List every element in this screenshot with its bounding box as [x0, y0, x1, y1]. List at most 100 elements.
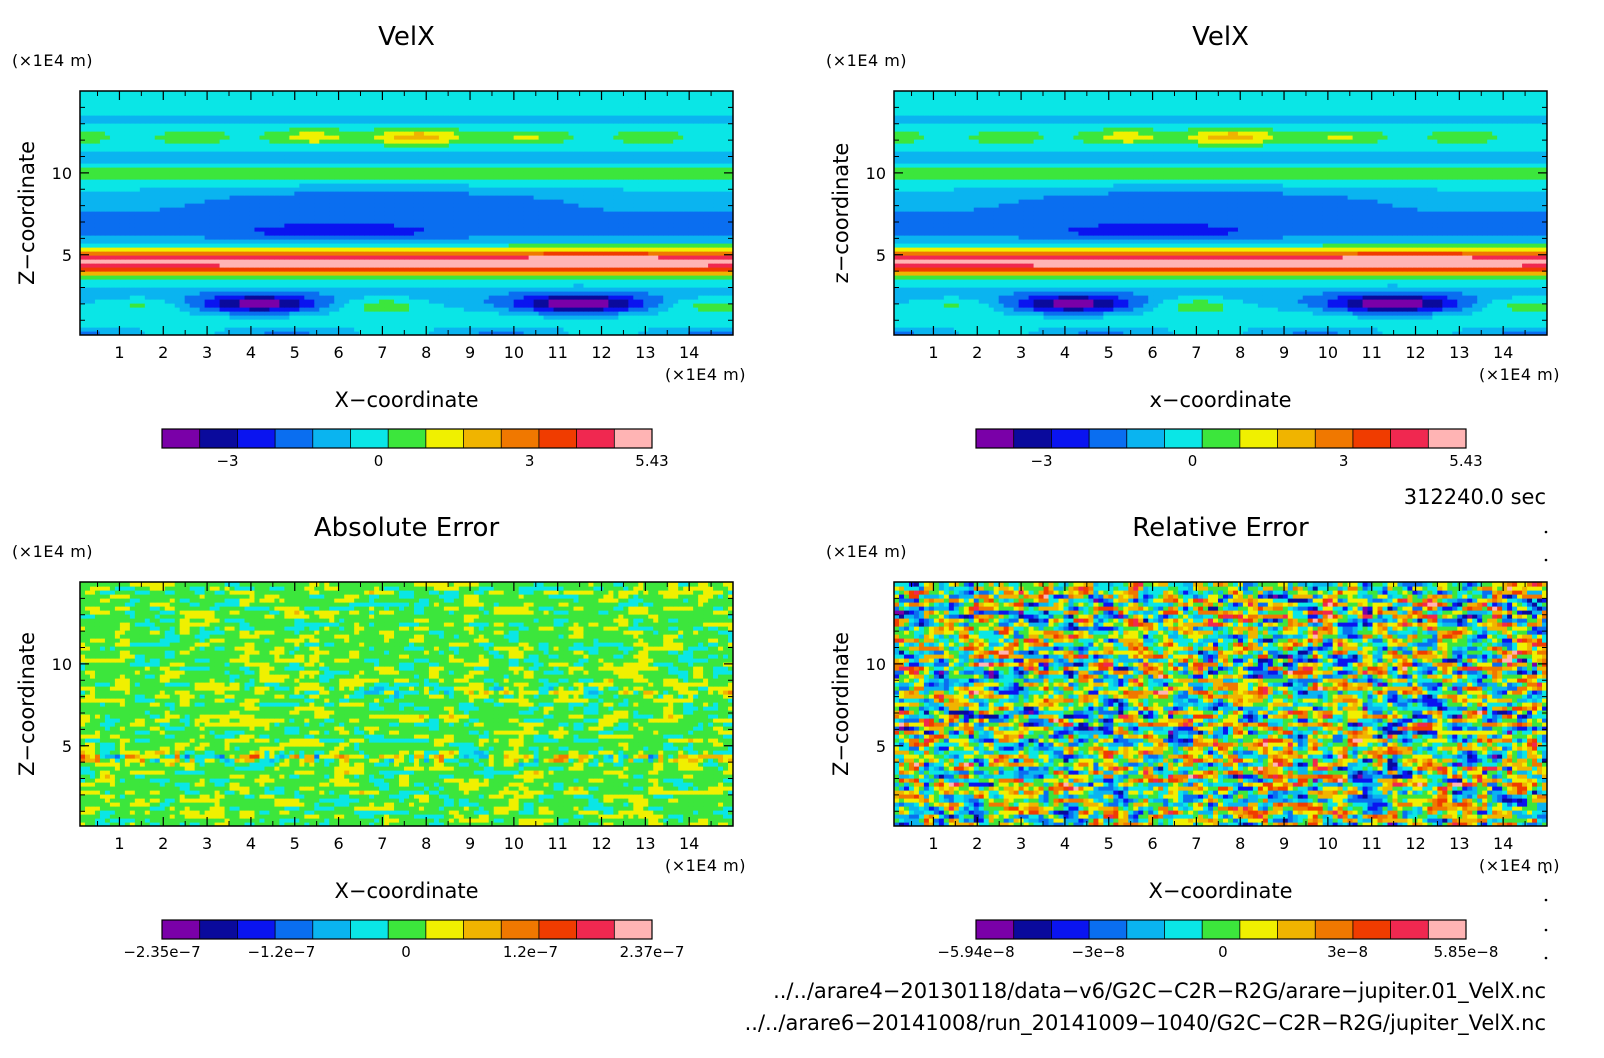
heatmap-cell [408, 287, 415, 292]
heatmap-cell [653, 259, 659, 264]
heatmap-cell [209, 183, 216, 188]
heatmap-cell [548, 203, 555, 208]
heatmap-cell [319, 199, 325, 204]
heatmap-cell [703, 331, 709, 335]
heatmap-cell [334, 263, 340, 268]
heatmap-cell [593, 239, 600, 244]
heatmap-cell [104, 259, 111, 264]
heatmap-cell [169, 223, 176, 228]
heatmap-cell [683, 307, 689, 312]
heatmap-cell [573, 263, 580, 268]
heatmap-cell [698, 263, 704, 268]
heatmap-cell [418, 231, 425, 236]
heatmap-cell [134, 191, 141, 196]
heatmap-cell [294, 223, 300, 228]
heatmap-cell [364, 323, 370, 328]
heatmap-cell [418, 243, 425, 248]
heatmap-cell [533, 283, 540, 288]
heatmap-cell [578, 319, 585, 324]
heatmap-cell [708, 279, 714, 284]
heatmap-cell [573, 331, 580, 335]
heatmap-cell [169, 243, 176, 248]
heatmap-cell [224, 279, 231, 284]
heatmap-cell [344, 203, 350, 208]
heatmap-cell [473, 295, 480, 300]
heatmap-cell [324, 187, 330, 192]
heatmap-cell [80, 311, 86, 316]
heatmap-cell [553, 211, 560, 216]
heatmap-cell [259, 315, 266, 320]
heatmap-cell [693, 239, 699, 244]
heatmap-cell [418, 283, 425, 288]
heatmap-cell [543, 227, 550, 232]
heatmap-cell [149, 323, 156, 328]
heatmap-cell [244, 299, 251, 304]
heatmap-cell [339, 299, 345, 304]
heatmap-cell [553, 295, 560, 300]
heatmap-cell [558, 303, 565, 308]
heatmap-cell [304, 187, 310, 192]
heatmap-cell [324, 287, 330, 292]
heatmap-cell [603, 327, 609, 332]
heatmap-cell [329, 251, 335, 256]
heatmap-cell [99, 247, 106, 252]
heatmap-cell [698, 243, 704, 248]
heatmap-cell [418, 203, 425, 208]
heatmap-cell [713, 235, 719, 240]
heatmap-cell [418, 215, 425, 220]
heatmap-cell [289, 299, 295, 304]
heatmap-cell [264, 243, 271, 248]
heatmap-cell [523, 271, 530, 276]
heatmap-cell [224, 327, 231, 332]
heatmap-cell [264, 267, 271, 272]
heatmap-cell [249, 243, 256, 248]
heatmap-cell [114, 223, 121, 228]
heatmap-cell [608, 191, 614, 196]
heatmap-cell [433, 327, 440, 332]
heatmap-cell [693, 255, 699, 260]
heatmap-cell [264, 307, 271, 312]
heatmap-cell [408, 271, 415, 276]
heatmap-cell [488, 315, 495, 320]
heatmap-cell [558, 243, 565, 248]
heatmap-cell [229, 251, 236, 256]
heatmap-cell [443, 199, 450, 204]
heatmap-cell [498, 327, 505, 332]
heatmap-cell [513, 215, 520, 220]
heatmap-cell [668, 255, 674, 260]
heatmap-cell [389, 279, 395, 284]
heatmap-cell [653, 271, 659, 276]
heatmap-cell [513, 239, 520, 244]
heatmap-cell [109, 195, 116, 200]
heatmap-cell [543, 243, 550, 248]
heatmap-cell [104, 267, 111, 272]
heatmap-cell [249, 307, 256, 312]
heatmap-cell [169, 191, 176, 196]
heatmap-cell [453, 319, 460, 324]
heatmap-cell [289, 215, 295, 220]
heatmap-cell [214, 255, 221, 260]
heatmap-cell [264, 247, 271, 252]
heatmap-cell [149, 271, 156, 276]
heatmap-cell [104, 319, 111, 324]
heatmap-cell [433, 187, 440, 192]
heatmap-cell [124, 215, 131, 220]
heatmap-cell [299, 227, 305, 232]
heatmap-cell [379, 267, 385, 272]
heatmap-cell [374, 319, 380, 324]
heatmap-cell [593, 315, 600, 320]
heatmap-cell [548, 279, 555, 284]
heatmap-cell [319, 263, 325, 268]
heatmap-cell [728, 323, 733, 328]
heatmap-cell [154, 247, 161, 252]
heatmap-cell [124, 211, 131, 216]
heatmap-cell [703, 271, 709, 276]
heatmap-cell [443, 247, 450, 252]
heatmap-cell [209, 195, 216, 200]
heatmap-cell [658, 283, 664, 288]
heatmap-cell [379, 311, 385, 316]
heatmap-cell [693, 199, 699, 204]
heatmap-cell [483, 327, 490, 332]
heatmap-cell [234, 279, 241, 284]
heatmap-cell [159, 271, 166, 276]
